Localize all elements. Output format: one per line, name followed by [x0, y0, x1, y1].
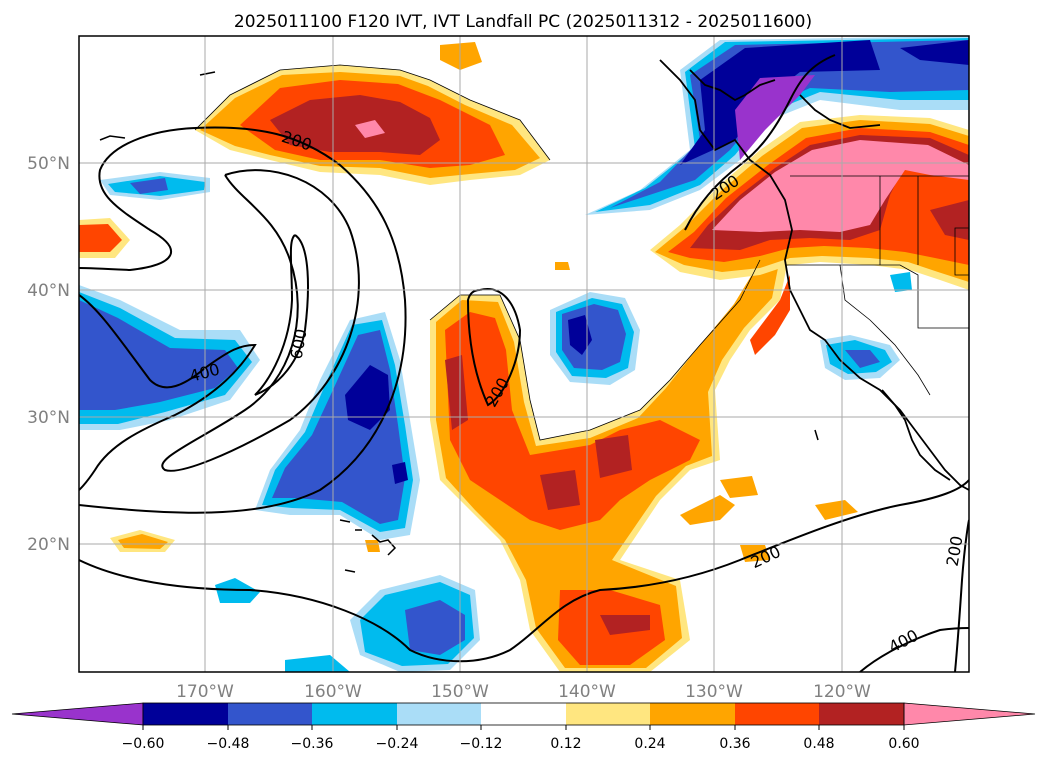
lon-label-120w: 120°W	[813, 682, 871, 702]
colorbar-extend-high	[903, 702, 1036, 726]
lat-label-40n: 40°N	[27, 281, 70, 301]
gridlines	[79, 36, 969, 672]
positive-anomaly-fields	[79, 42, 969, 672]
colorbar: −0.60 −0.48 −0.36 −0.24 −0.12 0.12 0.24 …	[11, 702, 1036, 752]
colorbar-tick-2: −0.36	[291, 736, 334, 752]
borders	[785, 175, 969, 396]
negative-anomaly-fields	[79, 36, 969, 672]
lat-label-30n: 30°N	[27, 408, 70, 428]
colorbar-tick-8: 0.48	[803, 736, 834, 752]
lon-label-160w: 160°W	[304, 682, 362, 702]
colorbar-segment-6	[566, 703, 650, 725]
colorbar-segment-5	[481, 703, 566, 725]
colorbar-tick-3: −0.24	[376, 736, 419, 752]
colorbar-tick-1: −0.48	[207, 736, 250, 752]
colorbar-tick-5: 0.12	[550, 736, 581, 752]
colorbar-tick-0: −0.60	[122, 736, 165, 752]
ivt-contours	[79, 54, 969, 672]
colorbar-segment-2	[228, 703, 312, 725]
colorbar-tick-9: 0.60	[888, 736, 919, 752]
colorbar-tick-6: 0.24	[634, 736, 665, 752]
colorbar-extend-low	[11, 702, 144, 726]
colorbar-segment-4	[397, 703, 481, 725]
map-frame	[78, 35, 970, 673]
colorbar-segment-1	[143, 703, 228, 725]
lon-label-130w: 130°W	[685, 682, 743, 702]
latitude-labels: 50°N 40°N 30°N 20°N	[27, 154, 70, 555]
coastlines	[659, 59, 969, 491]
colorbar-segment-8	[735, 703, 819, 725]
lon-label-140w: 140°W	[558, 682, 616, 702]
lon-label-150w: 150°W	[431, 682, 489, 702]
longitude-labels: 170°W 160°W 150°W 140°W 130°W 120°W	[176, 682, 871, 702]
colorbar-tick-4: −0.12	[460, 736, 503, 752]
islands	[99, 71, 819, 573]
lon-label-170w: 170°W	[176, 682, 234, 702]
colorbar-segment-3	[312, 703, 397, 725]
map-panel: 200 200 200 200 200 400 400 600	[79, 36, 969, 672]
lat-label-50n: 50°N	[27, 154, 70, 174]
anomaly-outlines	[194, 64, 761, 441]
colorbar-segment-7	[650, 703, 735, 725]
figure-title: 2025011100 F120 IVT, IVT Landfall PC (20…	[234, 12, 812, 32]
lat-label-20n: 20°N	[27, 535, 70, 555]
colorbar-tick-7: 0.36	[719, 736, 750, 752]
colorbar-segment-9	[819, 703, 904, 725]
